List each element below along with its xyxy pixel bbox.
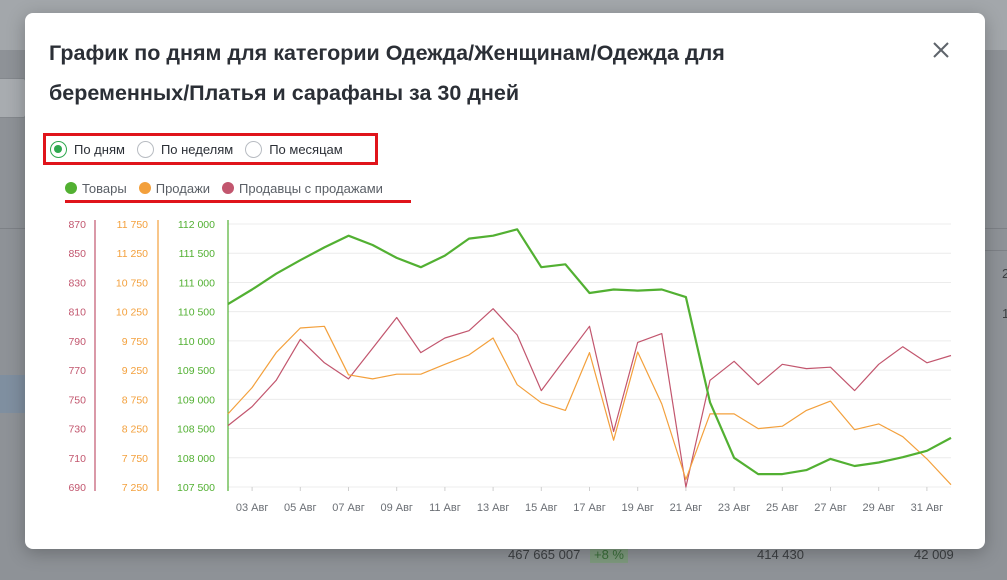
radio-circle (136, 140, 154, 158)
legend-highlight (65, 200, 411, 203)
y-tick-label-sales: 9 250 (122, 365, 148, 377)
x-tick-label: 09 Авг (380, 502, 412, 514)
background-selected-row (0, 375, 26, 413)
y-tick-label-sellers: 730 (68, 424, 86, 436)
modal-title: График по дням для категории Одежда/Женщ… (49, 33, 909, 113)
y-tick-label-sellers: 790 (68, 336, 86, 348)
y-tick-label-sellers: 810 (68, 307, 86, 319)
background-cell: 467 665 007 (508, 547, 581, 562)
x-tick-label: 29 Авг (862, 502, 894, 514)
y-tick-label-sales: 8 250 (122, 424, 148, 436)
radio-by-months[interactable]: По месяцам (245, 140, 343, 158)
y-tick-label-sales: 11 250 (117, 248, 148, 260)
y-tick-label-sales: 9 750 (122, 336, 148, 348)
background-cell: 42 009 (914, 547, 954, 562)
y-tick-label-goods: 107 500 (177, 482, 215, 494)
radio-label: По неделям (160, 141, 234, 157)
legend-dot (138, 182, 151, 194)
y-tick-label-sales: 10 750 (116, 277, 148, 289)
x-tick-label: 27 Авг (814, 502, 846, 514)
background-input (0, 78, 26, 118)
legend-item-goods[interactable]: Товары (65, 181, 127, 196)
y-tick-label-sales: 11 750 (117, 219, 148, 231)
legend-item-sellers[interactable]: Продавцы с продажами (222, 181, 383, 196)
legend-item-sales[interactable]: Продажи (138, 180, 211, 196)
legend-dot (65, 182, 77, 194)
chart-plot: 690 710 730 750 770 790 810 830 850 870 7 250 7 750… (68, 219, 952, 514)
series-line-sales (227, 325, 952, 486)
period-radio-group: По дням По неделям По месяцам (43, 133, 378, 165)
close-icon (933, 42, 949, 58)
x-tick-label: 25 Авг (766, 502, 798, 514)
y-tick-label-sales: 7 250 (122, 482, 148, 494)
radio-circle-checked (50, 140, 67, 158)
background-cell: 1 (1002, 306, 1007, 321)
x-tick-label: 23 Авг (718, 502, 750, 514)
y-tick-label-goods: 112 000 (178, 219, 215, 231)
y-tick-label-goods: 111 000 (179, 277, 216, 289)
legend-label: Продажи (155, 180, 211, 196)
y-tick-label-goods: 108 000 (177, 453, 215, 465)
x-tick-label: 19 Авг (621, 502, 653, 514)
modal-title-line1: График по дням для категории Одежда/Женщ… (49, 41, 725, 65)
radio-by-weeks[interactable]: По неделям (136, 140, 234, 158)
background-divider (0, 228, 25, 229)
legend-label: Продавцы с продажами (239, 180, 383, 196)
x-tick-label: 03 Авг (236, 502, 268, 514)
legend-label: Товары (82, 180, 127, 196)
radio-label: По дням (74, 141, 125, 157)
background-divider (985, 228, 1007, 229)
y-tick-label-sellers: 850 (68, 248, 86, 260)
y-tick-label-sellers: 690 (68, 482, 86, 494)
series-line-sellers (227, 308, 952, 488)
y-tick-label-sellers: 710 (68, 453, 86, 465)
chart-modal: График по дням для категории Одежда/Женщ… (25, 13, 985, 549)
chart-legend: Товары Продажи Продавцы с продажами (65, 177, 395, 199)
x-tick-label: 17 Авг (573, 502, 605, 514)
radio-circle (245, 140, 263, 158)
x-tick-label: 13 Авг (477, 502, 509, 514)
y-tick-label-goods: 108 500 (177, 424, 215, 436)
series-line-goods (227, 228, 952, 476)
modal-title-line2: беременных/Платья и сарафаны за 30 дней (49, 81, 520, 105)
y-tick-label-goods: 110 000 (178, 336, 215, 348)
y-tick-label-goods: 110 500 (178, 307, 215, 319)
background-divider (985, 250, 1007, 251)
background-badge: +8 % (590, 546, 628, 563)
background-cell: 414 430 (757, 547, 804, 562)
x-tick-label: 11 Авг (429, 502, 461, 514)
y-tick-label-sellers: 870 (68, 219, 86, 231)
y-tick-label-sales: 8 750 (122, 394, 148, 406)
x-tick-label: 05 Авг (284, 502, 316, 514)
y-tick-label-sellers: 750 (68, 394, 86, 406)
x-tick-label: 07 Авг (332, 502, 364, 514)
legend-dot (222, 182, 235, 194)
x-tick-label: 21 Авг (670, 502, 702, 514)
y-tick-label-sellers: 830 (68, 277, 86, 289)
y-tick-label-goods: 109 500 (177, 365, 215, 377)
x-tick-label: 31 Авг (911, 502, 943, 514)
y-tick-label-sellers: 770 (68, 365, 86, 377)
y-tick-label-sales: 10 250 (116, 307, 148, 319)
radio-label: По месяцам (269, 141, 343, 157)
y-tick-label-goods: 111 500 (179, 248, 216, 260)
x-tick-label: 15 Авг (525, 502, 557, 514)
y-tick-label-goods: 109 000 (177, 394, 215, 406)
background-cell: 2 (1002, 266, 1007, 281)
radio-by-days[interactable]: По дням (50, 140, 125, 158)
close-button[interactable] (928, 37, 954, 63)
y-tick-label-sales: 7 750 (122, 453, 148, 465)
